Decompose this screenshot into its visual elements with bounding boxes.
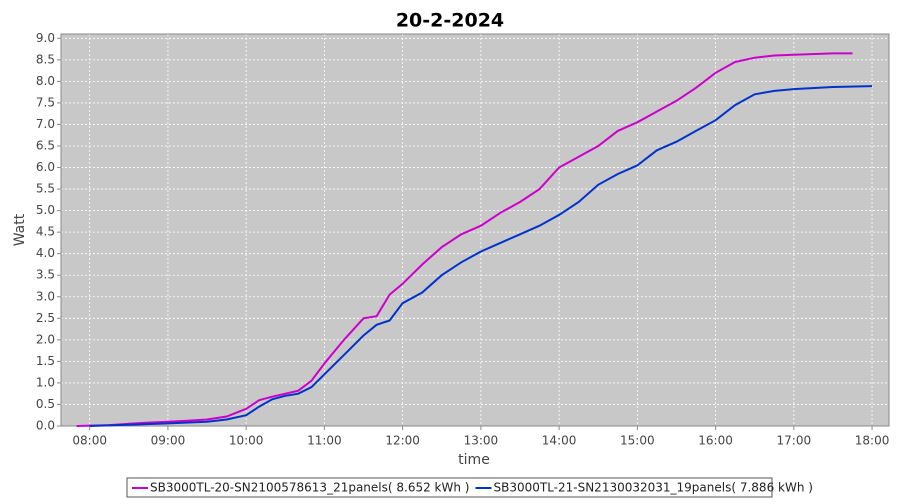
y-tick-label: 7.0 — [36, 117, 55, 131]
x-tick-label: 16:00 — [698, 434, 733, 448]
x-tick-label: 15:00 — [620, 434, 655, 448]
x-tick-label: 14:00 — [542, 434, 577, 448]
y-tick-label: 3.5 — [36, 268, 55, 282]
y-tick-label: 0.0 — [36, 419, 55, 433]
x-tick-label: 11:00 — [307, 434, 342, 448]
y-axis-label: Watt — [12, 213, 28, 246]
y-tick-label: 1.0 — [36, 375, 55, 389]
y-tick-label: 0.5 — [36, 397, 55, 411]
series-line — [89, 85, 873, 427]
y-tick-label: 2.0 — [36, 332, 55, 346]
y-tick-label: 8.5 — [36, 52, 55, 66]
plot-area — [61, 34, 889, 426]
legend — [126, 477, 773, 498]
y-tick-label: 5.5 — [36, 182, 55, 196]
y-tick-label: 7.5 — [36, 95, 55, 109]
y-tick-label: 1.5 — [36, 354, 55, 368]
y-tick-label: 5.0 — [36, 203, 55, 217]
y-tick-label: 3.0 — [36, 289, 55, 303]
x-tick-label: 13:00 — [464, 434, 499, 448]
chart-title: 20-2-2024 — [396, 10, 504, 32]
x-axis-label: time — [458, 452, 490, 468]
y-tick-label: 9.0 — [36, 31, 55, 45]
y-tick-label: 4.5 — [36, 225, 55, 239]
x-tick-label: 17:00 — [777, 434, 812, 448]
series-line — [76, 52, 853, 427]
x-tick-label: 12:00 — [385, 434, 420, 448]
y-tick-label: 8.0 — [36, 74, 55, 88]
x-tick-label: 18:00 — [855, 434, 890, 448]
y-tick-label: 2.5 — [36, 311, 55, 325]
legend-label: SB3000TL-21-SN2130032031_19panels( 7.886… — [493, 481, 812, 495]
y-tick-label: 6.0 — [36, 160, 55, 174]
plot-border — [60, 33, 890, 427]
y-tick-label: 4.0 — [36, 246, 55, 260]
x-tick-label: 10:00 — [229, 434, 264, 448]
y-tick-label: 6.5 — [36, 139, 55, 153]
x-tick-label: 08:00 — [72, 434, 107, 448]
legend-label: SB3000TL-20-SN2100578613_21panels( 8.652… — [150, 481, 469, 495]
x-tick-label: 09:00 — [151, 434, 186, 448]
